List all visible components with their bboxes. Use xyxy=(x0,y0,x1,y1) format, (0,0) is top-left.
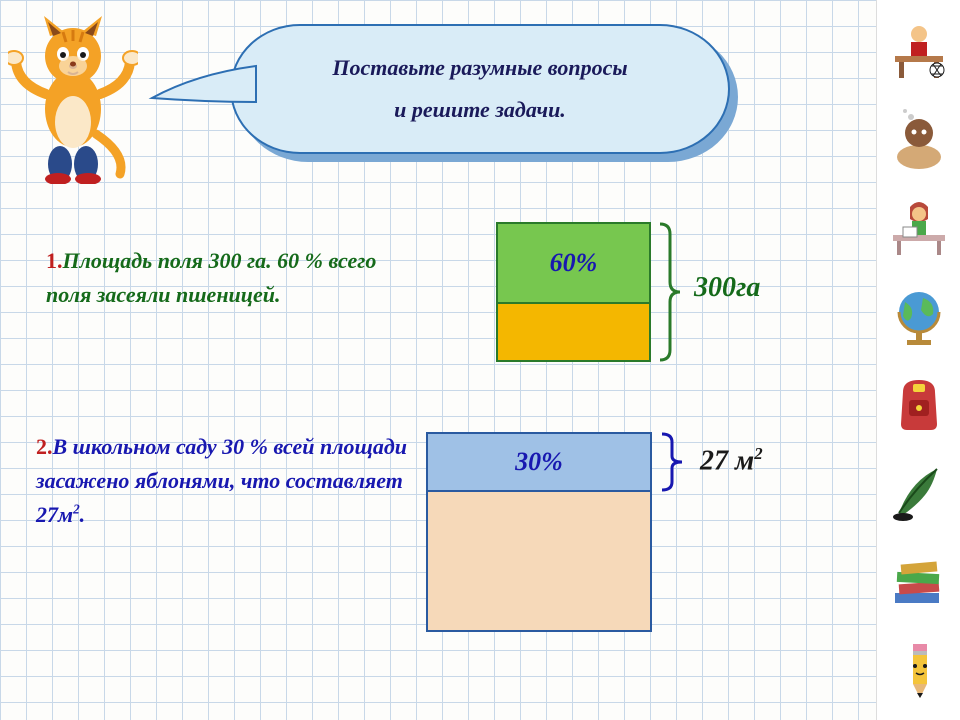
task1-body: Площадь поля 300 га. 60 % всего поля зас… xyxy=(46,248,376,307)
pencil-icon xyxy=(884,634,954,706)
bubble-body: Поставьте разумные вопросы и решите зада… xyxy=(230,24,730,154)
diagram2-total-sup: 2 xyxy=(754,444,762,463)
diagram1-bracket xyxy=(658,222,682,362)
diagram2-label: 30% xyxy=(515,447,563,477)
diagram2-bottom xyxy=(426,492,652,632)
task1-text: 1.Площадь поля 300 га. 60 % всего поля з… xyxy=(46,244,406,312)
girl-desk-icon xyxy=(884,191,954,263)
speech-bubble: Поставьте разумные вопросы и решите зада… xyxy=(230,24,730,174)
diagram1-label: 60% xyxy=(550,248,598,278)
task2-number: 2. xyxy=(36,434,53,459)
task1-number: 1. xyxy=(46,248,63,273)
diagram1: 60% xyxy=(496,222,651,362)
task2-sup: 2 xyxy=(73,502,80,517)
task2-tail: . xyxy=(80,502,86,527)
thinker-icon xyxy=(884,103,954,175)
diagram2-top: 30% xyxy=(426,432,652,492)
diagram2: 30% xyxy=(426,432,652,632)
diagram2-bracket xyxy=(660,432,684,492)
task2-body: В школьном саду 30 % всей площади засаже… xyxy=(36,434,407,527)
backpack-icon xyxy=(884,368,954,440)
diagram1-top: 60% xyxy=(496,222,651,304)
bubble-tail xyxy=(146,54,266,124)
diagram1-total: 300га xyxy=(694,272,760,304)
quill-icon xyxy=(884,457,954,529)
bubble-line1: Поставьте разумные вопросы xyxy=(332,55,627,81)
globe-icon xyxy=(884,280,954,352)
sidebar xyxy=(876,0,960,720)
student-desk-icon xyxy=(884,14,954,86)
diagram1-total-text: 300га xyxy=(694,272,760,303)
diagram2-total: 27 м2 xyxy=(700,444,763,477)
books-icon xyxy=(884,545,954,617)
cat-character xyxy=(8,14,138,184)
bubble-line2: и решите задачи. xyxy=(394,97,566,123)
diagram2-total-text: 27 м xyxy=(700,445,754,476)
task2-text: 2.В школьном саду 30 % всей площади заса… xyxy=(36,430,436,532)
diagram1-bottom xyxy=(496,304,651,362)
